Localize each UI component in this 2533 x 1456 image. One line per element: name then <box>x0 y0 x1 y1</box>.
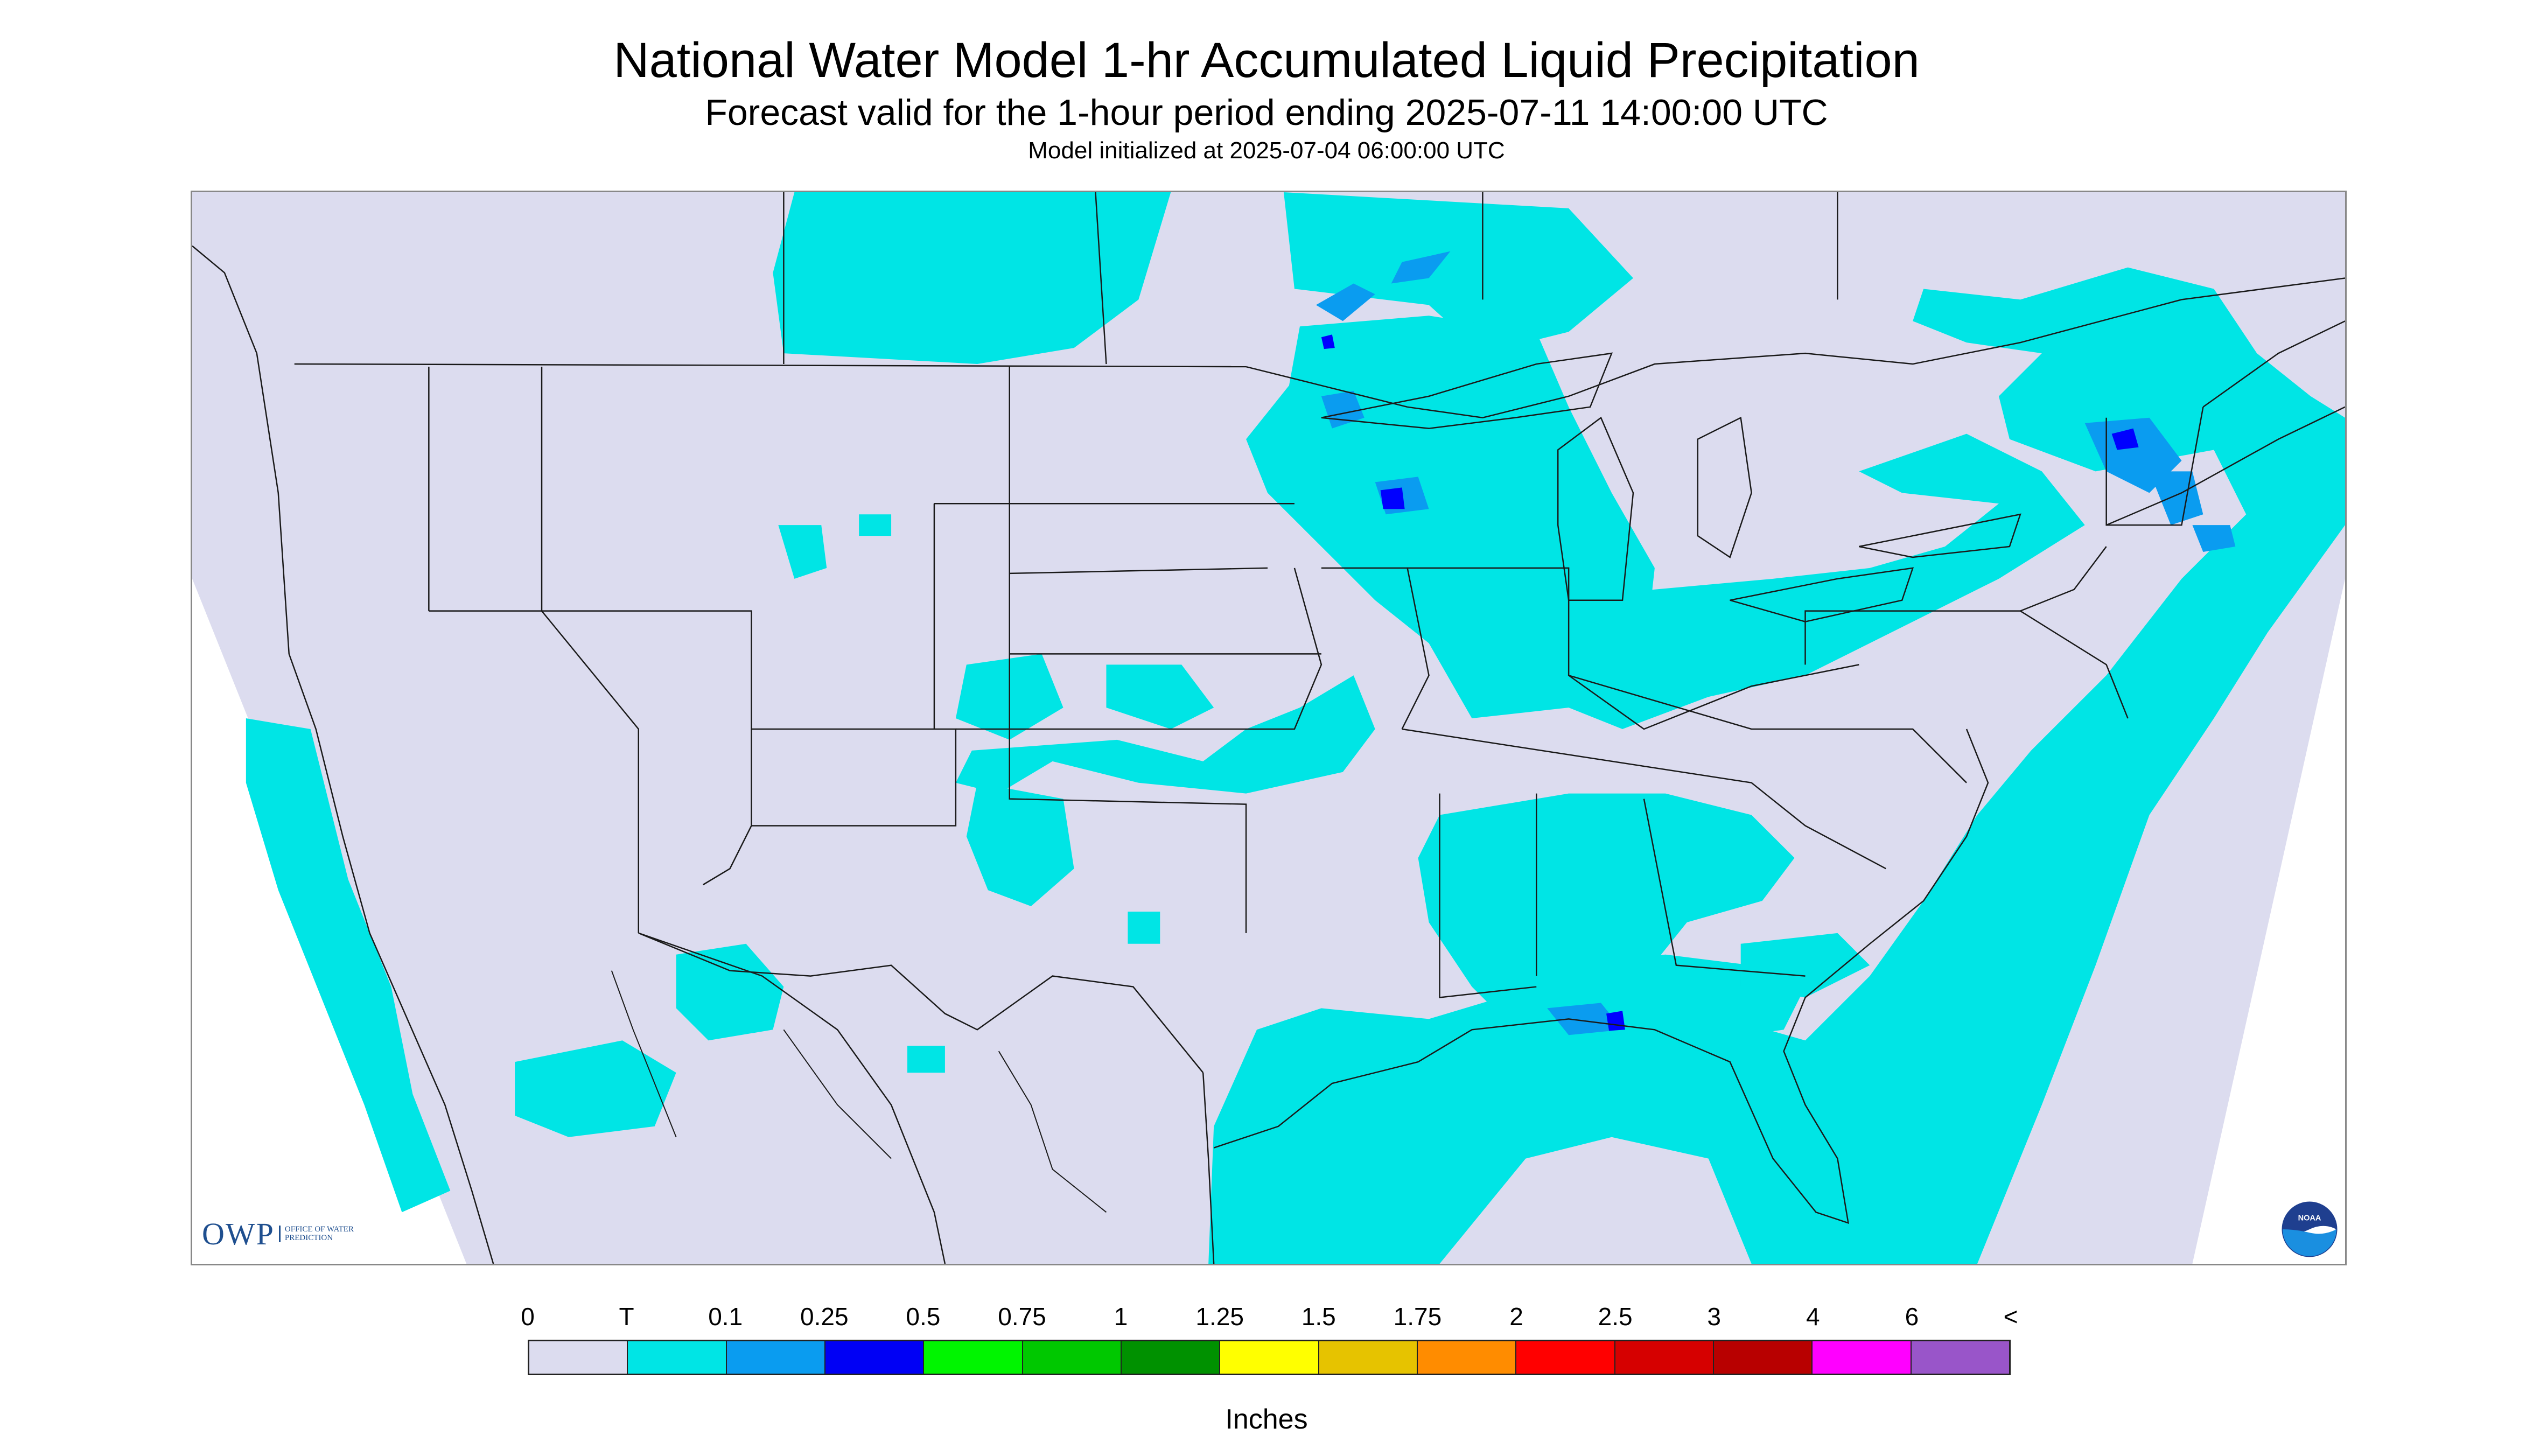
legend-tick-label: 1.75 <box>1393 1303 1442 1331</box>
legend-swatch <box>1813 1341 1912 1374</box>
coastlines <box>192 245 2345 1264</box>
legend-labels: 0 T 0.1 0.25 0.5 0.75 1 1.25 1.5 1.75 2 2.5 3 4 6 < <box>521 1302 2018 1334</box>
legend-tick-label: < <box>2003 1303 2018 1331</box>
legend-tick-label: 0.5 <box>906 1303 941 1331</box>
model-init-text: Model initialized at 2025-07-04 06:00:00… <box>1028 137 1505 164</box>
legend-swatch <box>1615 1341 1714 1374</box>
legend-swatch <box>529 1341 628 1374</box>
noaa-logo: NOAA <box>2282 1201 2338 1257</box>
legend-tick-label: 6 <box>1905 1303 1919 1331</box>
legend-tick-label: 0.25 <box>800 1303 849 1331</box>
mexico-borders <box>611 970 1107 1213</box>
legend-swatch <box>1319 1341 1418 1374</box>
forecast-valid-subtitle: Forecast valid for the 1-hour period end… <box>705 92 1828 133</box>
legend-tick-label: 2.5 <box>1598 1303 1633 1331</box>
precipitation-map: OWP OFFICE OF WATER PREDICTION NOAA <box>191 191 2347 1265</box>
legend-tick-label: 0.1 <box>708 1303 743 1331</box>
precip-legend: 0 T 0.1 0.25 0.5 0.75 1 1.25 1.5 1.75 2 2.5 3 4 6 < <box>521 1302 2018 1375</box>
legend-swatch <box>726 1341 825 1374</box>
legend-tick-label: 1.25 <box>1195 1303 1244 1331</box>
legend-swatch <box>1417 1341 1517 1374</box>
precip-light-areas <box>1316 251 2236 1035</box>
legend-swatch <box>628 1341 727 1374</box>
legend-swatch <box>1121 1341 1221 1374</box>
legend-swatch <box>825 1341 925 1374</box>
legend-swatch <box>1516 1341 1615 1374</box>
legend-tick-label: 2 <box>1509 1303 1523 1331</box>
legend-tick-label: 0.75 <box>998 1303 1046 1331</box>
map-canvas <box>192 192 2345 1264</box>
legend-tick-label: 4 <box>1806 1303 1820 1331</box>
legend-swatch <box>924 1341 1023 1374</box>
legend-tick-label: 1 <box>1114 1303 1128 1331</box>
legend-tick-label: 3 <box>1707 1303 1721 1331</box>
owp-logo-subtext: OFFICE OF WATER PREDICTION <box>278 1225 355 1243</box>
legend-tick-label: 0 <box>521 1303 535 1331</box>
svg-text:NOAA: NOAA <box>2298 1214 2321 1222</box>
legend-swatch <box>1713 1341 1813 1374</box>
owp-logo-text: OWP <box>202 1216 275 1251</box>
legend-unit-label: Inches <box>1225 1404 1308 1435</box>
chart-title: National Water Model 1-hr Accumulated Li… <box>613 33 1920 88</box>
legend-tick-label: T <box>619 1303 634 1331</box>
legend-swatch <box>1911 1341 2009 1374</box>
owp-logo: OWP OFFICE OF WATER PREDICTION <box>202 1216 355 1252</box>
legend-tick-label: 1.5 <box>1301 1303 1336 1331</box>
legend-colorbar <box>528 1340 2011 1375</box>
state-borders <box>294 192 2345 1264</box>
legend-swatch <box>1023 1341 1122 1374</box>
legend-swatch <box>1220 1341 1319 1374</box>
